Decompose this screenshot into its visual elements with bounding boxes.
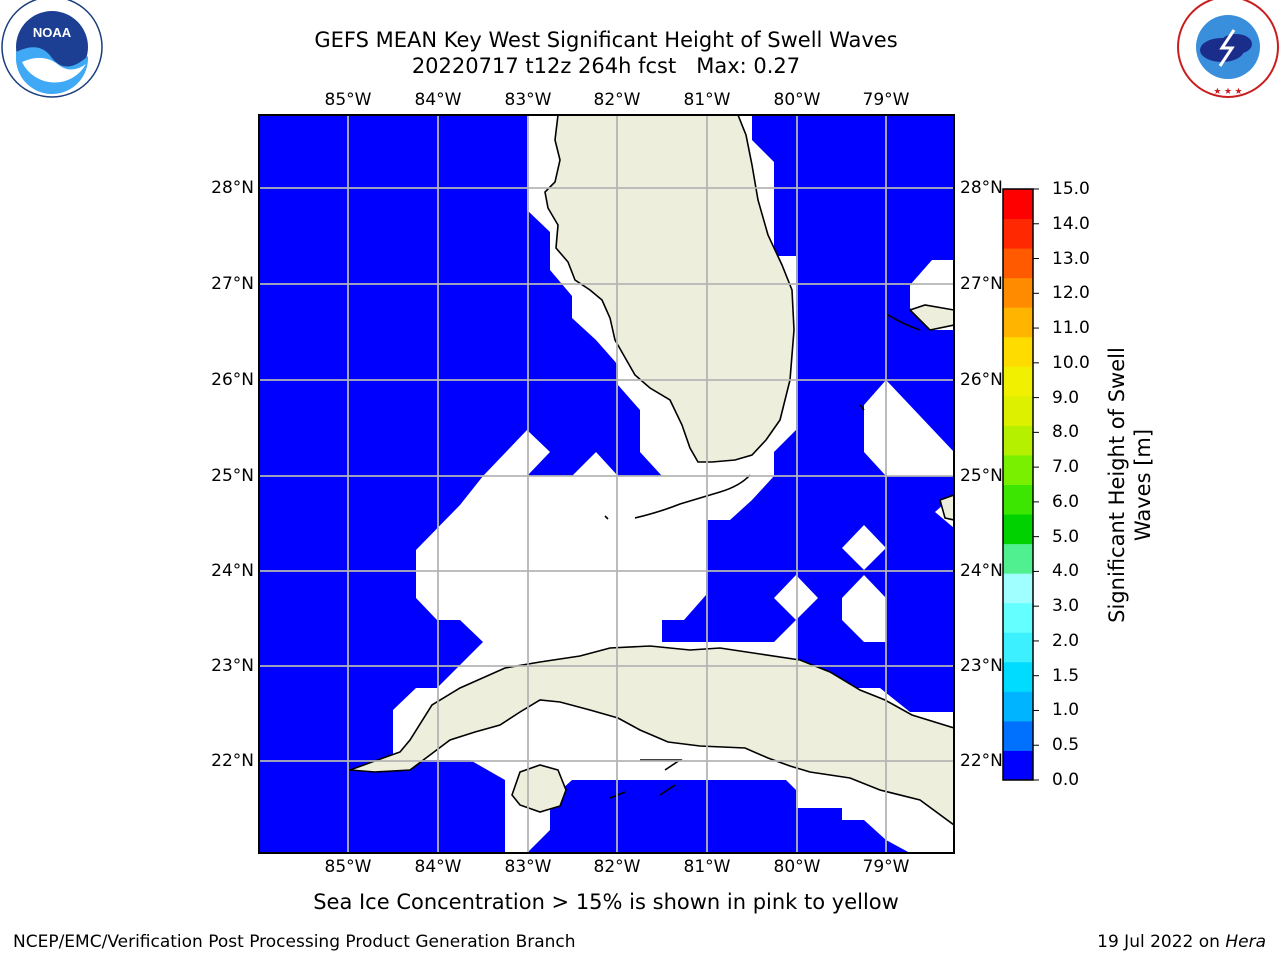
- colorbar-segment: [1003, 336, 1033, 367]
- lon-tick-bottom: 84°W: [414, 857, 462, 877]
- colorbar-tick-label: 13.0: [1052, 248, 1090, 269]
- cuba: [349, 645, 954, 826]
- lat-tick-right: 26°N: [960, 370, 1003, 390]
- lat-tick-left: 26°N: [211, 370, 254, 390]
- colorbar-segments: [1003, 189, 1033, 781]
- colorbar-segment: [1003, 720, 1033, 751]
- lat-tick-right: 22°N: [960, 751, 1003, 771]
- colorbar-title: Significant Height of Swell Waves [m]: [1105, 347, 1155, 623]
- footer-machine: Hera: [1225, 932, 1266, 952]
- colorbar-segment: [1003, 395, 1033, 426]
- colorbar-ticks: [1033, 188, 1039, 781]
- colorbar-segment: [1003, 425, 1033, 456]
- colorbar-tick-label: 3.0: [1052, 596, 1080, 617]
- lon-tick-top: 82°W: [593, 90, 641, 110]
- colorbar-segment: [1003, 514, 1033, 545]
- graticule: [259, 115, 954, 853]
- islands-outline: [604, 314, 921, 799]
- lat-tick-right: 25°N: [960, 466, 1003, 486]
- lon-tick-bottom: 82°W: [593, 857, 641, 877]
- colorbar-segment: [1003, 632, 1033, 663]
- lat-tick-right: 24°N: [960, 561, 1003, 581]
- national-weather-service-logo: ★ ★ ★: [1177, 0, 1279, 98]
- lon-tick-bottom: 80°W: [773, 857, 821, 877]
- svg-text:★ ★ ★: ★ ★ ★: [1213, 86, 1242, 96]
- colorbar-segment: [1003, 543, 1033, 574]
- colorbar-tick-label: 6.0: [1052, 491, 1080, 512]
- colorbar-segment: [1003, 189, 1033, 220]
- lon-tick-bottom: 81°W: [683, 857, 731, 877]
- lon-tick-top: 84°W: [414, 90, 462, 110]
- chart-title: GEFS MEAN Key West Significant Height of…: [314, 28, 898, 52]
- lon-tick-bottom: 79°W: [862, 857, 910, 877]
- colorbar-tick-label: 9.0: [1052, 387, 1080, 408]
- andros: [939, 494, 954, 521]
- lat-tick-right: 28°N: [960, 178, 1003, 198]
- colorbar-segment: [1003, 218, 1033, 249]
- lat-tick-left: 23°N: [211, 656, 254, 676]
- grand-bahama: [908, 304, 954, 331]
- colorbar-tick-label: 11.0: [1052, 318, 1090, 339]
- sea-ice-caption: Sea Ice Concentration > 15% is shown in …: [313, 890, 899, 914]
- colorbar-segment: [1003, 366, 1033, 397]
- colorbar-tick-label: 8.0: [1052, 422, 1080, 443]
- footer-credit: NCEP/EMC/Verification Post Processing Pr…: [13, 932, 576, 952]
- colorbar-tick-label: 0.5: [1052, 735, 1080, 756]
- lat-tick-left: 27°N: [211, 274, 254, 294]
- colorbar-tick-label: 1.5: [1052, 665, 1080, 686]
- colorbar-tick-label: 12.0: [1052, 283, 1090, 304]
- footer-date-text: 19 Jul 2022 on: [1097, 932, 1226, 952]
- colorbar-tick-label: 4.0: [1052, 561, 1080, 582]
- lat-tick-left: 28°N: [211, 178, 254, 198]
- lat-tick-right: 23°N: [960, 656, 1003, 676]
- colorbar-tick-label: 1.0: [1052, 700, 1080, 721]
- colorbar-segment: [1003, 248, 1033, 279]
- colorbar-segment: [1003, 602, 1033, 633]
- noaa-logo-text: NOAA: [33, 25, 72, 40]
- lat-tick-right: 27°N: [960, 274, 1003, 294]
- map-frame: [258, 114, 955, 854]
- footer-date: 19 Jul 2022 on Hera: [1097, 932, 1266, 952]
- isla-de-la-juventud: [511, 764, 567, 813]
- lon-tick-top: 85°W: [324, 90, 372, 110]
- colorbar-segment: [1003, 307, 1033, 338]
- lon-tick-top: 81°W: [683, 90, 731, 110]
- colorbar-frame: [1002, 188, 1034, 781]
- colorbar-segment: [1003, 691, 1033, 722]
- lon-tick-top: 83°W: [504, 90, 552, 110]
- colorbar-tick-label: 5.0: [1052, 526, 1080, 547]
- colorbar-tick-label: 7.0: [1052, 457, 1080, 478]
- colorbar-tick-label: 15.0: [1052, 179, 1090, 199]
- lat-tick-left: 25°N: [211, 466, 254, 486]
- colorbar-segment: [1003, 454, 1033, 485]
- land-masses: [349, 115, 954, 826]
- lon-tick-top: 79°W: [862, 90, 910, 110]
- colorbar-tick-label: 10.0: [1052, 352, 1090, 373]
- lat-tick-left: 22°N: [211, 751, 254, 771]
- lon-tick-bottom: 85°W: [324, 857, 372, 877]
- colorbar-tick-label: 0.0: [1052, 770, 1080, 790]
- colorbar-segment: [1003, 484, 1033, 515]
- lat-tick-left: 24°N: [211, 561, 254, 581]
- colorbar-tick-label: 14.0: [1052, 213, 1090, 234]
- colorbar-tick-label: 2.0: [1052, 630, 1080, 651]
- colorbar-segment: [1003, 277, 1033, 308]
- colorbar-segment: [1003, 573, 1033, 604]
- lon-tick-bottom: 83°W: [504, 857, 552, 877]
- chart-subtitle: 20220717 t12z 264h fcst Max: 0.27: [411, 54, 801, 78]
- colorbar-segment: [1003, 750, 1033, 781]
- colorbar-segment: [1003, 661, 1033, 692]
- noaa-logo: NOAA: [1, 0, 103, 98]
- lon-tick-top: 80°W: [773, 90, 821, 110]
- florida-peninsula: [544, 115, 795, 463]
